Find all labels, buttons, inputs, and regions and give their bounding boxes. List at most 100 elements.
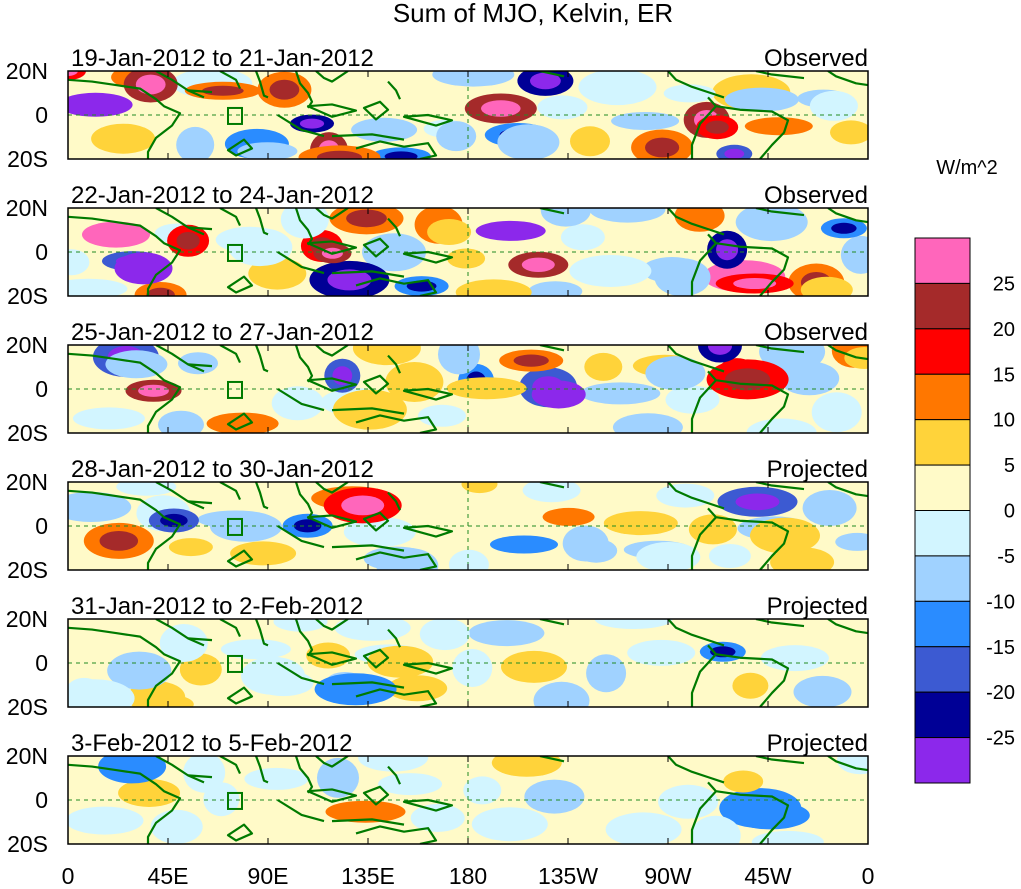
coastline (364, 650, 388, 668)
coastline (668, 71, 724, 97)
colorbar-swatch (914, 464, 971, 511)
anomaly-contour (491, 756, 562, 777)
latitude-label: 20N (6, 743, 48, 769)
anomaly-contour (68, 806, 144, 835)
coastline (708, 782, 788, 844)
coastline (356, 141, 436, 159)
longitude-label: 0 (862, 863, 875, 889)
anomaly-contour (220, 639, 291, 660)
coastline (220, 71, 240, 89)
coastline (404, 389, 452, 400)
anomaly-contour (468, 620, 545, 647)
coastline (708, 645, 788, 707)
anomaly-core (176, 232, 200, 250)
panel-period: 22-Jan-2012 to 24-Jan-2012 (71, 182, 374, 209)
coastline (364, 787, 388, 805)
latitude-label: 20S (7, 694, 48, 720)
anomaly-contour (501, 650, 567, 683)
panel-status: Projected (767, 593, 868, 620)
coastlines (68, 208, 868, 296)
anomaly-contour (230, 541, 297, 566)
anomaly-core (707, 345, 733, 355)
anomaly-contour (533, 681, 590, 707)
coastline (256, 619, 268, 645)
longitude-axis: 0 45E 90E 135E 180 135W 90W 45W 0 (62, 863, 875, 889)
anomaly-contour (688, 514, 737, 545)
coastline (188, 364, 212, 366)
anomaly-core (530, 72, 561, 90)
anomaly-contour (575, 538, 618, 563)
colorbar-tick-label: 25 (993, 273, 1015, 295)
coastline (156, 345, 204, 371)
coastline (356, 826, 436, 844)
latitude-label: 20N (6, 58, 48, 84)
coastline (756, 208, 804, 215)
anomaly-contour (244, 767, 309, 790)
region-box (227, 517, 243, 536)
anomaly-contour (723, 770, 764, 793)
region-box (227, 243, 243, 262)
coastline (692, 380, 716, 433)
coastline (404, 800, 452, 811)
anomaly-core (735, 493, 780, 511)
anomaly-contour (314, 673, 397, 706)
coastline (756, 482, 804, 489)
anomaly-core (724, 148, 745, 159)
coastline (540, 345, 564, 350)
coastline (188, 90, 212, 92)
panel-period: 31-Jan-2012 to 2-Feb-2012 (71, 593, 363, 620)
latitude-label: 0 (35, 102, 48, 128)
coastline (364, 513, 388, 531)
anomaly-core (99, 531, 139, 551)
anomaly-contour (446, 377, 527, 400)
coastline (828, 619, 868, 633)
anomaly-core (733, 278, 777, 289)
anomaly-contour (455, 279, 532, 296)
colorbar-swatch (914, 373, 971, 421)
anomaly-contour (830, 120, 868, 145)
anomaly-contour (658, 784, 719, 819)
coastline (308, 241, 356, 253)
latitude-label: 20S (7, 420, 48, 446)
colorbar-swatch (914, 555, 971, 602)
anomaly-contour (228, 228, 293, 267)
anomaly-contour (645, 356, 706, 391)
longitude-label: 0 (62, 863, 75, 889)
anomaly-contour (332, 389, 407, 430)
coastline (828, 345, 868, 359)
anomaly-core (68, 71, 78, 76)
latitude-label: 20S (7, 831, 48, 857)
anomaly-contour (760, 645, 829, 672)
anomaly-contour (159, 624, 208, 662)
anomaly-field (68, 482, 868, 570)
anomaly-core (138, 384, 169, 397)
latitude-label: 0 (35, 787, 48, 813)
coastline (296, 619, 312, 656)
coastline (308, 652, 356, 664)
coastlines (68, 482, 868, 570)
coastline (220, 482, 240, 500)
coastline (156, 482, 204, 508)
anomaly-contour (528, 281, 583, 296)
anomaly-core (645, 137, 680, 158)
map-panel: 3-Feb-2012 to 5-Feb-2012 Projected 20N 0 20S (6, 730, 869, 857)
coastline (316, 619, 348, 630)
coastline (68, 354, 180, 433)
longitude-label: 45E (148, 863, 189, 889)
colorbar-tick-label: -20 (986, 682, 1015, 704)
coastline (332, 408, 404, 413)
anomaly-contour (522, 482, 581, 503)
colorbar-tick-label: 0 (1004, 501, 1015, 523)
anomaly-contour (158, 410, 204, 433)
anomaly-contour (178, 352, 218, 375)
coastline (156, 208, 204, 234)
coastline (256, 756, 268, 782)
panel-status: Observed (764, 45, 868, 72)
coastline (708, 371, 788, 433)
coastline (278, 115, 324, 136)
coastline (756, 756, 804, 763)
coastline (68, 80, 180, 159)
coastline (332, 682, 404, 687)
colorbar-swatch (914, 282, 971, 330)
anomaly-contour (840, 235, 868, 274)
